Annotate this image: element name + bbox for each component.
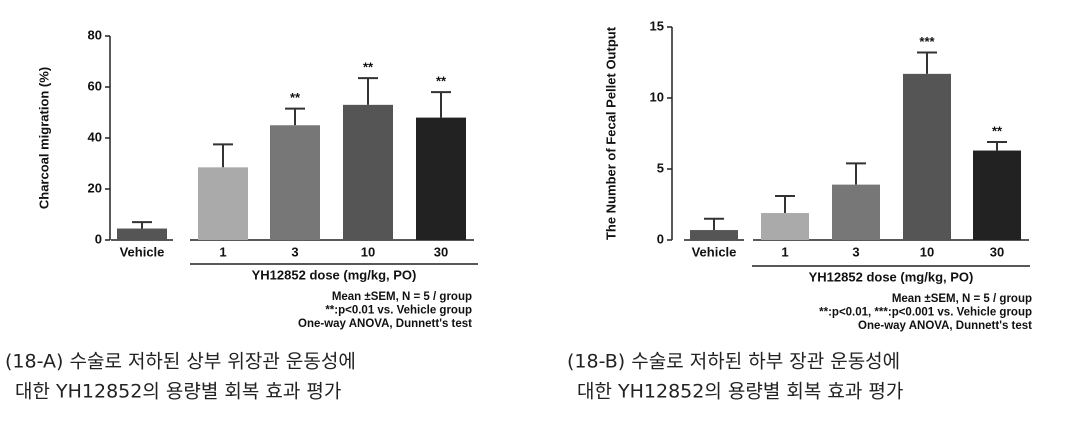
y-tick-label: 15 [650,18,664,33]
y-tick-label: 80 [88,27,102,42]
significance-label: ** [992,123,1003,138]
bar [343,104,393,240]
y-axis-label: The Number of Fecal Pellet Output [603,26,618,240]
significance-label: ** [290,90,301,105]
x-tick-label: Vehicle [692,244,737,259]
caption: (18-A) 수술로 저하된 상부 위장관 운동성에 [5,351,356,373]
y-tick-label: 40 [88,129,102,144]
x-tick-label: 10 [920,244,934,259]
y-tick-label: 20 [88,180,102,195]
note: **:p<0.01 vs. Vehicle group [325,305,472,317]
group-label: YH12852 dose (mg/kg, PO) [809,269,974,284]
bar [270,125,320,240]
y-tick-label: 10 [650,89,664,104]
x-tick-label: 30 [990,244,1004,259]
bar [117,228,167,240]
note: **:p<0.01, ***:p<0.001 vs. Vehicle group [819,307,1032,319]
x-tick-label: Vehicle [120,244,165,259]
x-tick-label: 1 [781,244,788,259]
bar [198,167,248,240]
y-axis-label: Charcoal migration (%) [36,67,51,209]
y-tick-label: 0 [95,231,102,246]
bar [416,117,466,240]
note: One-way ANOVA, Dunnett's test [298,318,472,330]
bar [832,184,880,240]
significance-label: ** [363,60,374,75]
y-tick-label: 0 [657,231,664,246]
bar [761,213,809,240]
x-tick-label: 1 [219,244,226,259]
x-tick-label: 10 [361,244,375,259]
caption: 대한 YH12852의 용량별 회복 효과 평가 [15,381,341,403]
bar [690,230,738,240]
group-label: YH12852 dose (mg/kg, PO) [252,267,417,282]
bar [903,73,951,240]
significance-label: ** [436,74,447,89]
x-tick-label: 3 [291,244,298,259]
note: One-way ANOVA, Dunnett's test [858,320,1032,332]
x-tick-label: 30 [434,244,448,259]
note: Mean ±SEM, N = 5 / group [892,293,1032,305]
bar [973,150,1021,240]
caption: (18-B) 수술로 저하된 하부 장관 운동성에 [567,351,900,373]
significance-label: *** [919,34,935,49]
caption: 대한 YH12852의 용량별 회복 효과 평가 [577,381,903,403]
y-tick-label: 60 [88,78,102,93]
x-tick-label: 3 [852,244,859,259]
note: Mean ±SEM, N = 5 / group [332,291,472,303]
y-tick-label: 5 [657,160,664,175]
